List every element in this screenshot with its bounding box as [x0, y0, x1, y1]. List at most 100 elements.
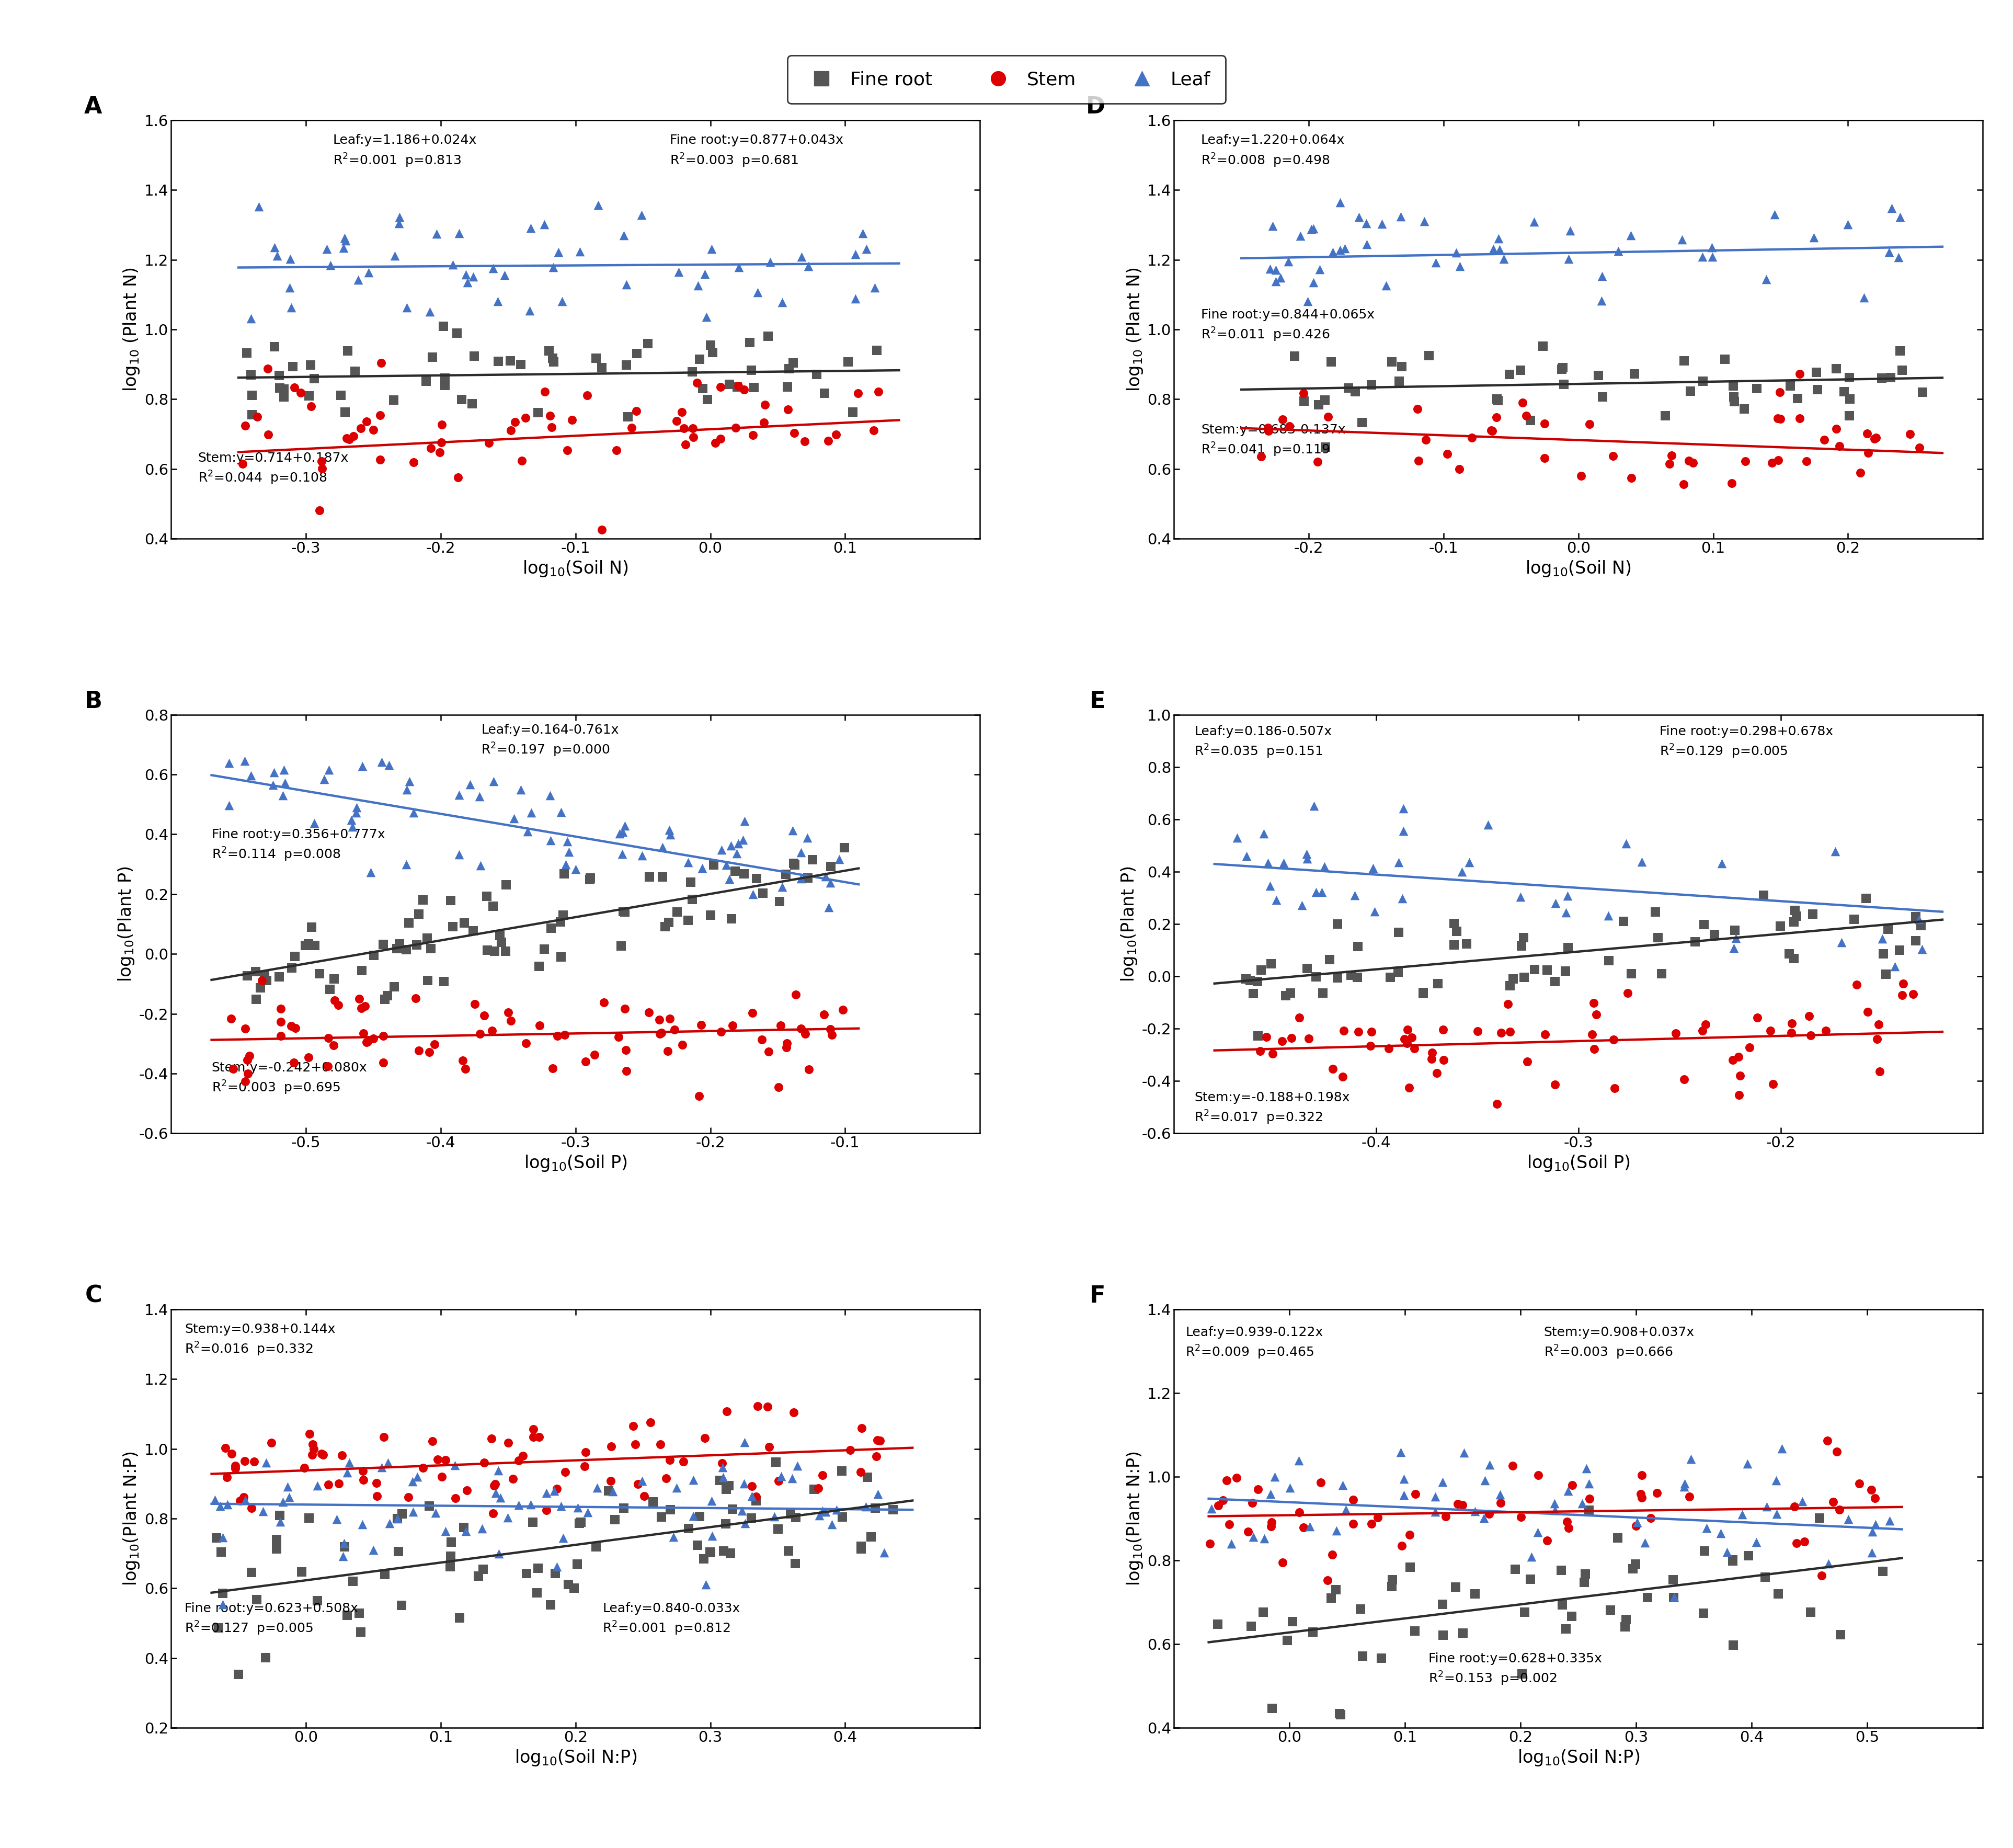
Point	[1765, 1434, 1798, 1464]
Point	[477, 1499, 509, 1528]
Point	[340, 793, 372, 822]
Point	[366, 747, 399, 776]
Point	[368, 1423, 401, 1453]
Point	[336, 1567, 368, 1597]
Point	[721, 839, 753, 869]
Point	[489, 261, 521, 290]
Point	[1687, 366, 1719, 395]
Point	[521, 1578, 554, 1608]
Point	[827, 1502, 860, 1532]
Point	[380, 1504, 413, 1534]
Point	[264, 1506, 296, 1536]
Point	[292, 381, 324, 410]
Point	[1252, 412, 1284, 442]
Point	[1747, 880, 1779, 909]
Point	[354, 857, 386, 887]
Point	[1530, 1526, 1562, 1556]
Point	[280, 1013, 312, 1042]
Point	[560, 854, 592, 883]
Point	[1407, 979, 1439, 1009]
Point	[1717, 386, 1749, 416]
Point	[366, 1453, 399, 1482]
Point	[668, 1447, 701, 1477]
Point	[1387, 793, 1419, 822]
Point	[552, 1569, 584, 1599]
Point	[382, 201, 415, 231]
Point	[564, 1508, 596, 1538]
Point	[1824, 431, 1856, 460]
Point	[326, 1440, 358, 1469]
Point	[1455, 423, 1488, 453]
Point	[533, 826, 566, 856]
Point	[588, 989, 620, 1018]
Point	[773, 355, 805, 384]
Point	[1459, 1578, 1492, 1608]
Point	[1383, 848, 1415, 878]
Point	[382, 1538, 415, 1567]
Point	[346, 992, 378, 1022]
Point	[513, 296, 546, 325]
Text: Stem:y=0.908+0.037x
R$^2$=0.003  p=0.666: Stem:y=0.908+0.037x R$^2$=0.003 p=0.666	[1544, 1327, 1695, 1360]
Point	[1286, 1514, 1319, 1543]
Point	[1321, 909, 1353, 939]
Point	[1800, 359, 1832, 388]
Point	[338, 357, 370, 386]
Point	[1387, 883, 1419, 913]
Text: Leaf:y=0.840-0.033x
R$^2$=0.001  p=0.812: Leaf:y=0.840-0.033x R$^2$=0.001 p=0.812	[602, 1602, 741, 1637]
Point	[342, 983, 374, 1013]
Point	[227, 1447, 260, 1477]
Point	[793, 1055, 825, 1085]
Point	[632, 329, 664, 359]
Point	[1230, 965, 1262, 994]
Point	[1478, 235, 1510, 264]
Point	[1711, 1538, 1743, 1567]
Point	[670, 431, 703, 460]
Text: Stem:y=0.714+0.187x
R$^2$=0.044  p=0.108: Stem:y=0.714+0.187x R$^2$=0.044 p=0.108	[197, 451, 348, 486]
Point	[372, 750, 405, 780]
Point	[1427, 1015, 1459, 1044]
Point	[268, 1488, 300, 1517]
Point	[515, 213, 548, 242]
Point	[364, 347, 397, 377]
Point	[779, 979, 811, 1009]
Point	[1329, 233, 1361, 262]
Point	[1302, 447, 1335, 477]
Point	[1834, 384, 1866, 414]
Point	[737, 1471, 769, 1501]
Point	[248, 1497, 280, 1526]
Point	[580, 1532, 612, 1562]
Point	[1508, 922, 1540, 952]
Point	[1844, 458, 1876, 488]
Point	[1282, 1445, 1314, 1475]
Point	[737, 421, 769, 451]
Point	[1234, 1611, 1266, 1641]
Point	[509, 403, 541, 432]
Point	[366, 1048, 399, 1077]
Point	[1608, 1611, 1641, 1641]
Point	[777, 1397, 809, 1427]
Point	[1552, 1508, 1584, 1538]
Point	[833, 1436, 866, 1465]
Point	[1528, 444, 1560, 473]
Point	[1494, 360, 1526, 390]
Point	[620, 1430, 652, 1460]
Point	[483, 346, 515, 375]
Text: Leaf:y=0.939-0.122x
R$^2$=0.009  p=0.465: Leaf:y=0.939-0.122x R$^2$=0.009 p=0.465	[1186, 1327, 1323, 1360]
Point	[413, 1037, 445, 1066]
Point	[378, 972, 411, 1002]
Point	[1884, 935, 1916, 965]
Point	[517, 1423, 550, 1453]
Point	[244, 974, 276, 1003]
Point	[552, 826, 584, 856]
Point	[562, 1549, 594, 1578]
Point	[397, 447, 429, 477]
Point	[495, 416, 527, 445]
Point	[721, 371, 753, 401]
Point	[1882, 242, 1914, 272]
Point	[413, 1491, 445, 1521]
Point	[572, 381, 604, 410]
Point	[1602, 1523, 1635, 1552]
Point	[1445, 857, 1478, 887]
Point	[711, 850, 743, 880]
Point	[330, 225, 362, 255]
